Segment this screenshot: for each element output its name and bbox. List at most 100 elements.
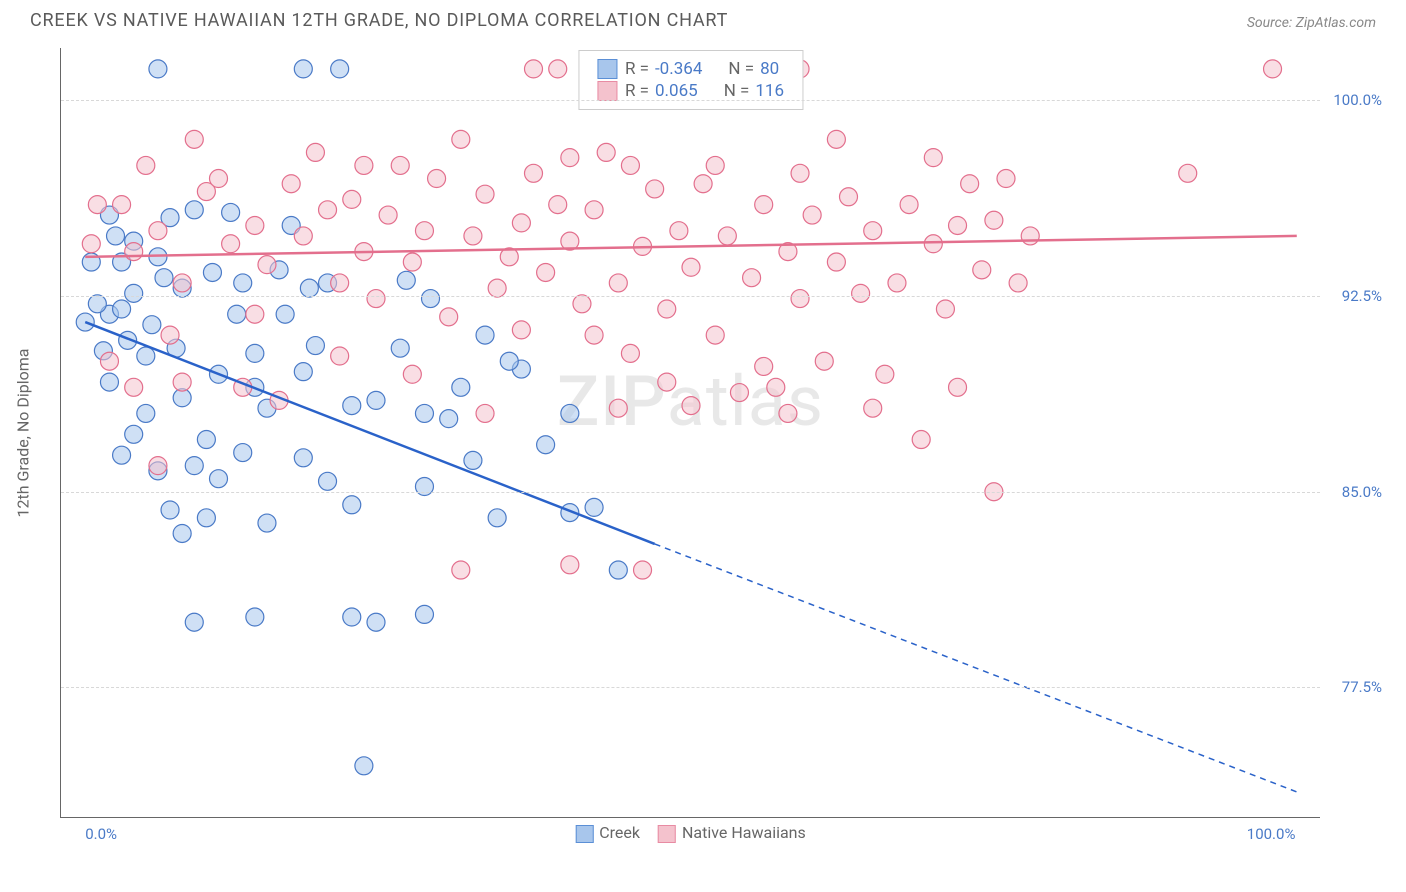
scatter-point	[852, 284, 870, 302]
scatter-point	[294, 363, 312, 381]
scatter-point	[876, 365, 894, 383]
scatter-point	[306, 337, 324, 355]
scatter-point	[561, 404, 579, 422]
scatter-point	[143, 316, 161, 334]
scatter-point	[185, 613, 203, 631]
stats-r: R =0.065	[625, 81, 698, 101]
scatter-point	[173, 274, 191, 292]
scatter-point	[924, 235, 942, 253]
scatter-point	[210, 170, 228, 188]
scatter-point	[512, 321, 530, 339]
source-label: Source: ZipAtlas.com	[1247, 15, 1376, 31]
scatter-point	[258, 514, 276, 532]
scatter-point	[403, 365, 421, 383]
chart-title: CREEK VS NATIVE HAWAIIAN 12TH GRADE, NO …	[30, 10, 728, 31]
y-tick-label: 92.5%	[1342, 287, 1382, 305]
scatter-point	[210, 470, 228, 488]
stats-row: R =-0.364N =80	[597, 59, 784, 79]
scatter-point	[113, 300, 131, 318]
scatter-point	[827, 130, 845, 148]
scatter-point	[864, 399, 882, 417]
scatter-point	[415, 222, 433, 240]
scatter-point	[355, 156, 373, 174]
scatter-point	[294, 227, 312, 245]
scatter-point	[137, 156, 155, 174]
scatter-point	[222, 203, 240, 221]
scatter-point	[924, 149, 942, 167]
scatter-point	[609, 561, 627, 579]
grid-line	[61, 100, 1320, 101]
scatter-point	[391, 156, 409, 174]
stats-r: R =-0.364	[625, 59, 702, 79]
scatter-point	[949, 216, 967, 234]
scatter-point	[282, 175, 300, 193]
scatter-point	[197, 431, 215, 449]
scatter-point	[415, 404, 433, 422]
scatter-point	[791, 290, 809, 308]
scatter-point	[155, 269, 173, 287]
scatter-point	[246, 344, 264, 362]
scatter-point	[137, 404, 155, 422]
y-tick-label: 85.0%	[1342, 483, 1382, 501]
scatter-point	[246, 216, 264, 234]
scatter-point	[718, 227, 736, 245]
scatter-point	[149, 60, 167, 78]
scatter-point	[658, 300, 676, 318]
scatter-point	[585, 201, 603, 219]
scatter-point	[961, 175, 979, 193]
scatter-point	[549, 60, 567, 78]
trend-line-dashed	[655, 544, 1297, 792]
scatter-point	[512, 214, 530, 232]
scatter-point	[113, 446, 131, 464]
scatter-point	[561, 149, 579, 167]
scatter-point	[888, 274, 906, 292]
y-tick-label: 77.5%	[1342, 678, 1382, 696]
scatter-point	[549, 196, 567, 214]
scatter-point	[234, 274, 252, 292]
scatter-point	[840, 188, 858, 206]
scatter-point	[997, 170, 1015, 188]
scatter-point	[973, 261, 991, 279]
scatter-point	[1179, 164, 1197, 182]
scatter-point	[125, 243, 143, 261]
scatter-point	[415, 478, 433, 496]
scatter-point	[815, 352, 833, 370]
scatter-point	[319, 472, 337, 490]
scatter-point	[755, 196, 773, 214]
scatter-point	[391, 339, 409, 357]
scatter-point	[597, 143, 615, 161]
x-tick-label: 0.0%	[85, 825, 117, 843]
scatter-point	[125, 425, 143, 443]
scatter-point	[912, 431, 930, 449]
scatter-point	[367, 391, 385, 409]
scatter-point	[379, 206, 397, 224]
scatter-point	[331, 274, 349, 292]
legend-swatch	[597, 81, 617, 101]
scatter-point	[367, 613, 385, 631]
scatter-point	[137, 347, 155, 365]
grid-line	[61, 687, 1320, 688]
scatter-point	[276, 305, 294, 323]
scatter-point	[609, 274, 627, 292]
scatter-point	[246, 305, 264, 323]
scatter-point	[525, 164, 543, 182]
scatter-point	[609, 399, 627, 417]
scatter-point	[173, 373, 191, 391]
scatter-point	[452, 561, 470, 579]
scatter-point	[779, 404, 797, 422]
scatter-point	[949, 378, 967, 396]
scatter-point	[100, 373, 118, 391]
scatter-point	[464, 227, 482, 245]
scatter-point	[306, 143, 324, 161]
scatter-point	[452, 130, 470, 148]
scatter-point	[88, 295, 106, 313]
scatter-point	[415, 605, 433, 623]
scatter-point	[185, 130, 203, 148]
scatter-point	[422, 290, 440, 308]
scatter-point	[827, 253, 845, 271]
scatter-point	[500, 352, 518, 370]
legend-item: Native Hawaiians	[658, 823, 806, 843]
scatter-point	[476, 326, 494, 344]
scatter-point	[658, 373, 676, 391]
scatter-point	[428, 170, 446, 188]
